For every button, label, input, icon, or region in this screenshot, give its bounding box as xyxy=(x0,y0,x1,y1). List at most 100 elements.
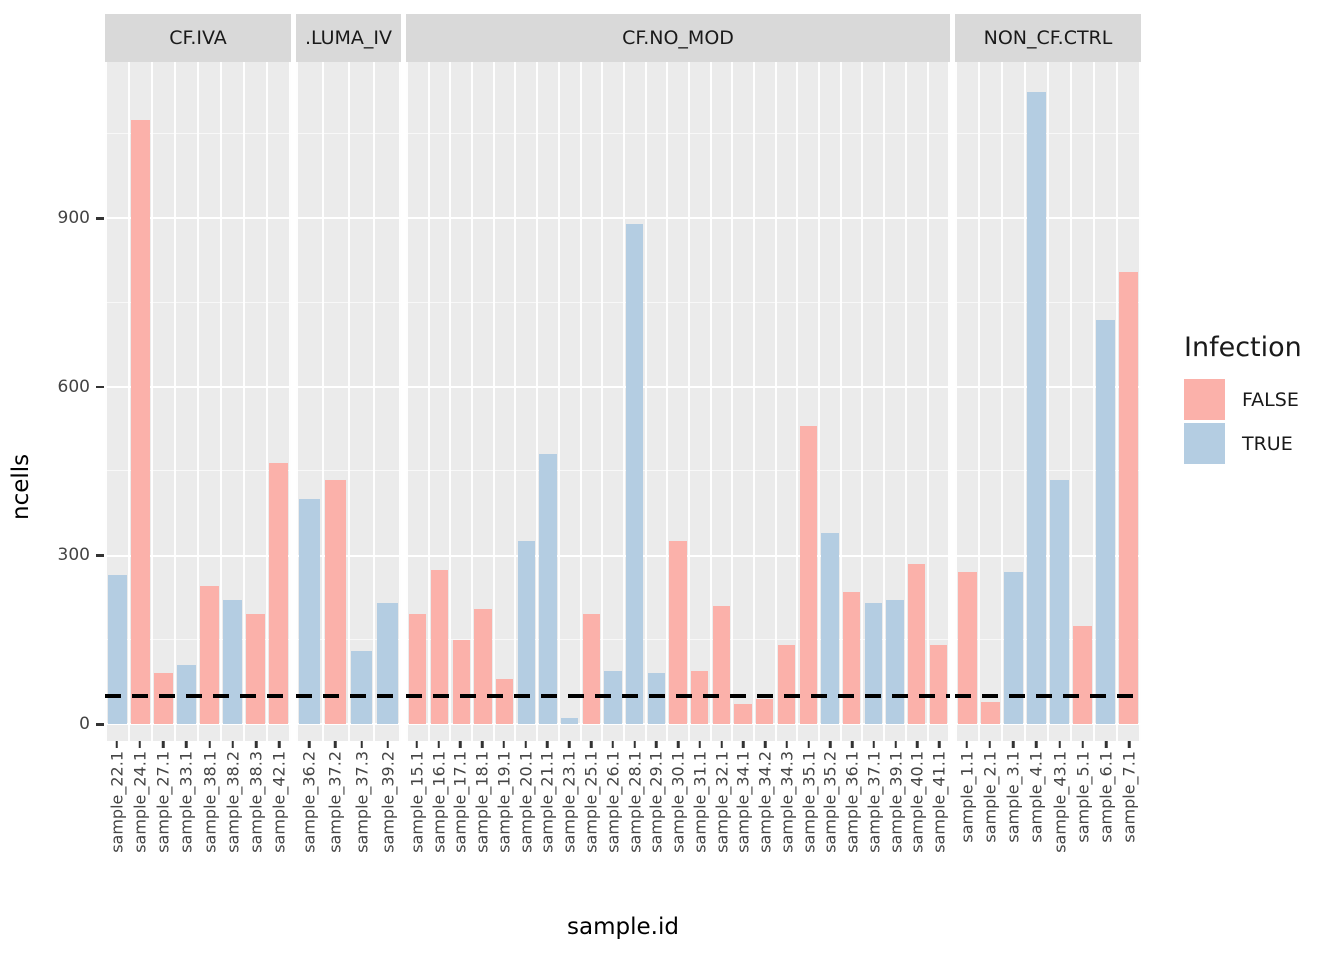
bar-sample_32.1 xyxy=(712,606,731,724)
bar-slot xyxy=(774,62,797,741)
x-axis-group: sample_22.1 sample_24.1 sample_27.1 sample_… xyxy=(105,741,291,926)
bar-slot xyxy=(818,62,840,741)
x-tick: sample_29.1 xyxy=(645,741,667,926)
bar-sample_34.3 xyxy=(777,645,796,724)
x-tick: sample_26.1 xyxy=(602,741,624,926)
x-tick-mark xyxy=(1058,741,1061,748)
bar-slot xyxy=(904,62,927,741)
x-tick: sample_33.1 xyxy=(175,741,198,926)
bar-slot xyxy=(731,62,753,741)
x-tick: sample_34.2 xyxy=(754,741,776,926)
x-tick-mark xyxy=(138,741,142,748)
x-tick-label: sample_20.1 xyxy=(516,751,536,853)
bar-slot xyxy=(978,62,1001,741)
bar-sample_30.1 xyxy=(669,541,687,724)
x-tick: sample_41.1 xyxy=(928,741,950,926)
x-tick: sample_15.1 xyxy=(406,741,428,926)
x-tick-mark xyxy=(1104,741,1108,748)
x-tick-label: sample_38.3 xyxy=(246,751,266,853)
bar-sample_42.1 xyxy=(269,462,288,724)
bar-slot xyxy=(492,62,515,741)
x-tick: sample_39.1 xyxy=(885,741,907,926)
x-tick-label: sample_39.1 xyxy=(886,751,906,853)
x-tick-label: sample_3.1 xyxy=(1003,751,1023,843)
y-tick-label: 900 xyxy=(57,208,90,229)
bar-sample_41.1 xyxy=(929,645,947,724)
facet-strip: CF.NO_MOD xyxy=(406,14,950,62)
x-tick: sample_27.1 xyxy=(152,741,175,926)
x-tick-label: sample_36.2 xyxy=(299,751,319,853)
facet-strip-row: CF.IVA .LUMA_IV CF.NO_MOD NON_CF.CTRL xyxy=(105,14,1141,62)
legend-title: Infection xyxy=(1184,332,1302,363)
bar-slot xyxy=(926,62,950,741)
x-tick-label: sample_31.1 xyxy=(690,751,710,853)
x-tick: sample_16.1 xyxy=(428,741,450,926)
x-tick-mark xyxy=(1035,741,1038,748)
x-tick: sample_6.1 xyxy=(1095,741,1118,926)
x-tick-mark xyxy=(185,741,188,748)
bar-slot xyxy=(266,62,291,741)
bar-sample_36.1 xyxy=(842,592,861,724)
bar-slot xyxy=(471,62,493,741)
x-tick-mark xyxy=(988,741,992,748)
x-tick-mark xyxy=(161,741,165,748)
bar-sample_39.2 xyxy=(376,603,398,724)
bar-sample_20.1 xyxy=(517,541,535,724)
gridline-major xyxy=(406,217,950,220)
x-tick: sample_38.3 xyxy=(245,741,268,926)
x-tick-label: sample_26.1 xyxy=(603,751,623,853)
x-tick-label: sample_38.1 xyxy=(200,751,220,853)
bar-slot xyxy=(687,62,710,741)
x-tick: sample_36.2 xyxy=(296,741,322,926)
x-tick-label: sample_36.1 xyxy=(842,751,862,853)
bar-slots xyxy=(406,62,950,741)
bar-slot xyxy=(955,62,978,741)
bar-sample_1.1 xyxy=(958,572,977,724)
x-tick-label: sample_43.1 xyxy=(1050,751,1070,853)
x-tick-mark xyxy=(763,741,767,748)
x-tick-mark xyxy=(829,741,832,748)
bar-slot xyxy=(347,62,374,741)
x-tick-mark xyxy=(655,741,658,748)
x-tick-mark xyxy=(278,741,281,748)
x-tick-mark xyxy=(480,741,484,748)
x-tick-label: sample_19.1 xyxy=(494,751,514,853)
x-tick-label: sample_28.1 xyxy=(625,751,645,853)
x-tick-label: sample_41.1 xyxy=(929,751,949,853)
x-tick-label: sample_5.1 xyxy=(1073,751,1093,843)
bar-slot xyxy=(105,62,128,741)
x-tick: sample_28.1 xyxy=(624,741,646,926)
bar-sample_23.1 xyxy=(560,718,579,724)
bar-sample_38.1 xyxy=(200,586,219,724)
x-tick-label: sample_29.1 xyxy=(646,751,666,853)
x-tick-mark xyxy=(698,741,702,748)
facet-panel xyxy=(955,62,1141,741)
bar-sample_4.1 xyxy=(1027,92,1046,724)
bar-slot xyxy=(128,62,151,741)
facet-strip-label: .LUMA_IV xyxy=(304,27,393,49)
bar-sample_28.1 xyxy=(626,224,644,724)
facet-strip-label: CF.NO_MOD xyxy=(622,27,734,49)
bar-slot xyxy=(622,62,645,741)
bar-sample_43.1 xyxy=(1050,479,1069,724)
facet-strip-label: CF.IVA xyxy=(169,27,227,49)
legend-item: FALSE xyxy=(1184,379,1340,420)
bar-slot xyxy=(536,62,558,741)
x-tick-label: sample_6.1 xyxy=(1096,751,1116,843)
x-axis-group: sample_36.2 sample_37.2 sample_37.3 sample_… xyxy=(296,741,401,926)
bar-slot xyxy=(197,62,220,741)
bar-slot xyxy=(406,62,428,741)
x-tick-mark xyxy=(872,741,876,748)
bar-sample_35.1 xyxy=(799,426,817,724)
x-tick-mark xyxy=(894,741,897,748)
x-tick-label: sample_40.1 xyxy=(907,751,927,853)
facet-strip: NON_CF.CTRL xyxy=(955,14,1141,62)
x-tick-label: sample_24.1 xyxy=(130,751,150,853)
bar-sample_35.2 xyxy=(821,533,839,724)
legend-label: TRUE xyxy=(1242,432,1293,455)
x-tick: sample_23.1 xyxy=(558,741,580,926)
x-tick-label: sample_32.1 xyxy=(712,751,732,853)
y-tick-mark xyxy=(96,217,104,220)
x-tick-mark xyxy=(742,741,745,748)
